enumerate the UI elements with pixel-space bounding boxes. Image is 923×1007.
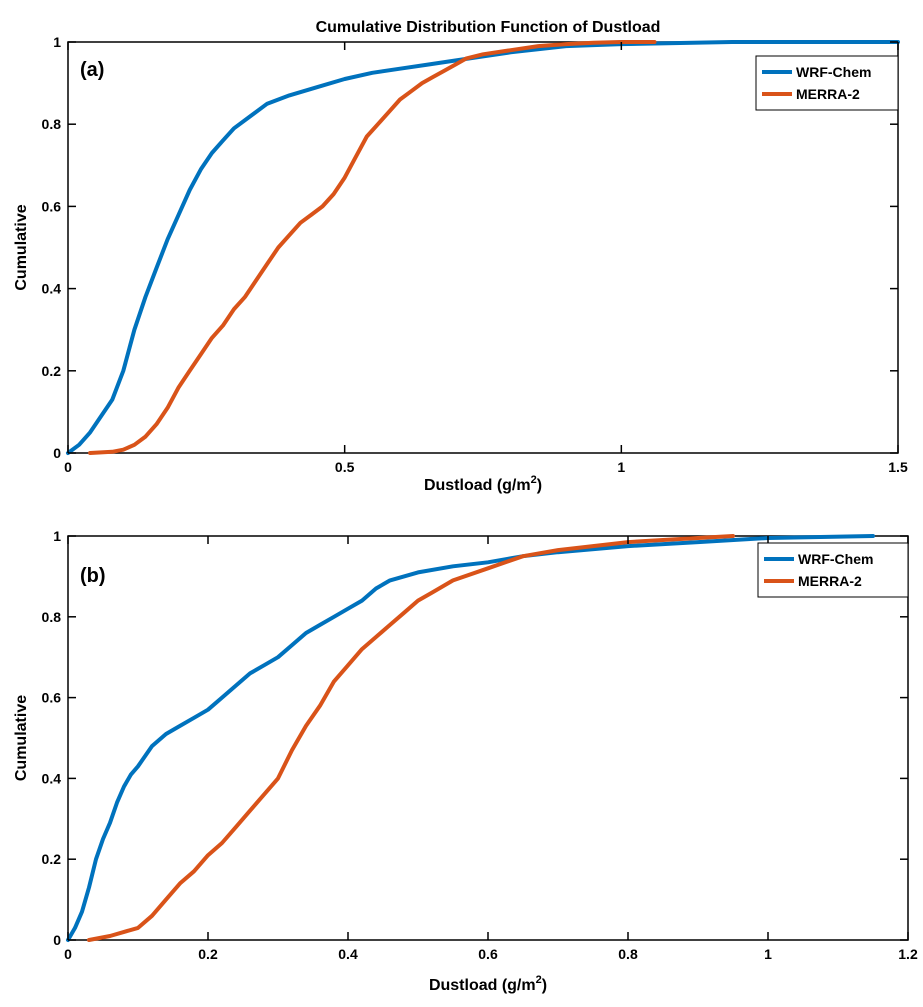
x-tick-label: 1 [617,459,625,475]
y-tick-label: 0.6 [42,690,62,706]
y-tick-label: 0 [53,932,61,948]
y-tick-label: 0.8 [42,116,62,132]
y-axis-title: Cumulative [13,204,30,290]
x-tick-label: 0.8 [618,946,638,962]
series-line-wrf-chem [66,40,900,455]
x-tick-label: 1.2 [898,946,918,962]
y-tick-label: 0.4 [42,281,62,297]
x-tick-label: 1 [764,946,772,962]
x-axis-title: Dustload (g/m2) [429,974,547,994]
y-tick-label: 1 [53,528,61,544]
legend-label: MERRA-2 [798,573,862,589]
x-tick-label: 0.4 [338,946,358,962]
y-tick-label: 1 [53,34,61,50]
y-axis-title: Cumulative [13,695,30,781]
x-tick-label: 0.2 [198,946,218,962]
x-axis-title: Dustload (g/m2) [424,474,542,494]
panel-label: (b) [80,565,106,587]
y-tick-label: 0.6 [42,198,62,214]
x-tick-label: 0 [64,459,72,475]
legend-box [755,55,899,111]
series-line-wrf-chem [66,534,875,942]
x-tick-label: 0.6 [478,946,498,962]
x-tick-label: 0.5 [335,459,355,475]
x-tick-label: 0 [64,946,72,962]
legend: WRF-Chem MERRA-2 [757,542,909,598]
figure-title: Cumulative Distribution Function of Dust… [316,19,661,36]
y-tick-label: 0 [53,445,61,461]
panel-a: 0 0.5 1 1.5 0 0.2 0.4 0.6 0.8 1 Dustload (g/m2) Cum… [13,34,908,494]
legend-label: WRF-Chem [798,551,873,567]
panel-label: (a) [80,59,104,81]
series-line-merra-2 [87,534,735,942]
y-tick-label: 0.8 [42,609,62,625]
plot-area-frame [67,41,899,454]
y-tick-label: 0.2 [42,363,62,379]
series-line-merra-2 [88,40,657,455]
y-tick-label: 0.2 [42,851,62,867]
panel-b: 0 0.2 0.4 0.6 0.8 1 1.2 0 0.2 0.4 0.6 0.8 1 Dustload … [13,528,918,994]
legend-label: WRF-Chem [796,64,871,80]
legend-label: MERRA-2 [796,86,860,102]
x-tick-label: 1.5 [888,459,908,475]
legend-box [757,542,909,598]
y-tick-label: 0.4 [42,770,62,786]
legend: WRF-Chem MERRA-2 [755,55,899,111]
